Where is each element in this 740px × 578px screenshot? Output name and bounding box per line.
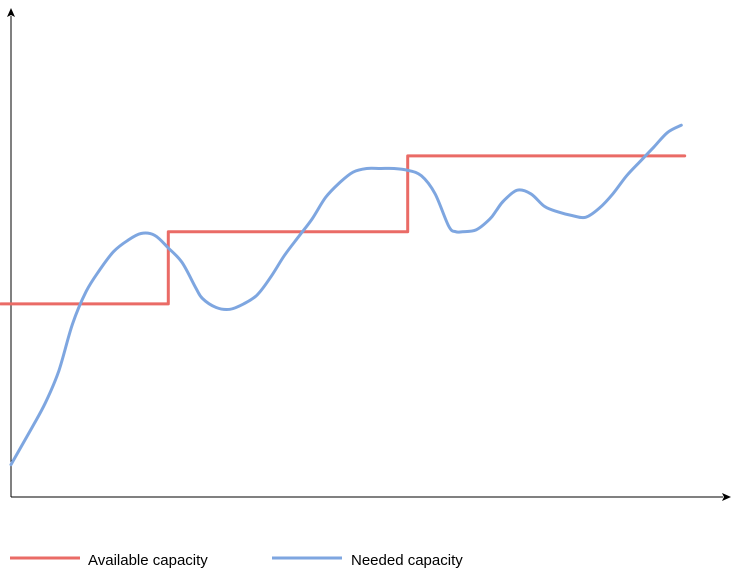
y-axis-arrow	[7, 8, 15, 17]
x-axis-arrow	[722, 493, 731, 501]
legend-item-available-capacity: Available capacity	[10, 552, 208, 569]
axes	[7, 8, 731, 501]
legend-item-needed-capacity: Needed capacity	[272, 552, 463, 569]
series-line-needed-capacity	[9, 123, 683, 467]
legend: Available capacity Needed capacity	[10, 552, 463, 569]
series-layer	[0, 123, 687, 467]
legend-label-needed-capacity: Needed capacity	[351, 552, 463, 569]
legend-label-available-capacity: Available capacity	[88, 552, 208, 569]
series-line-available-capacity	[0, 154, 687, 306]
